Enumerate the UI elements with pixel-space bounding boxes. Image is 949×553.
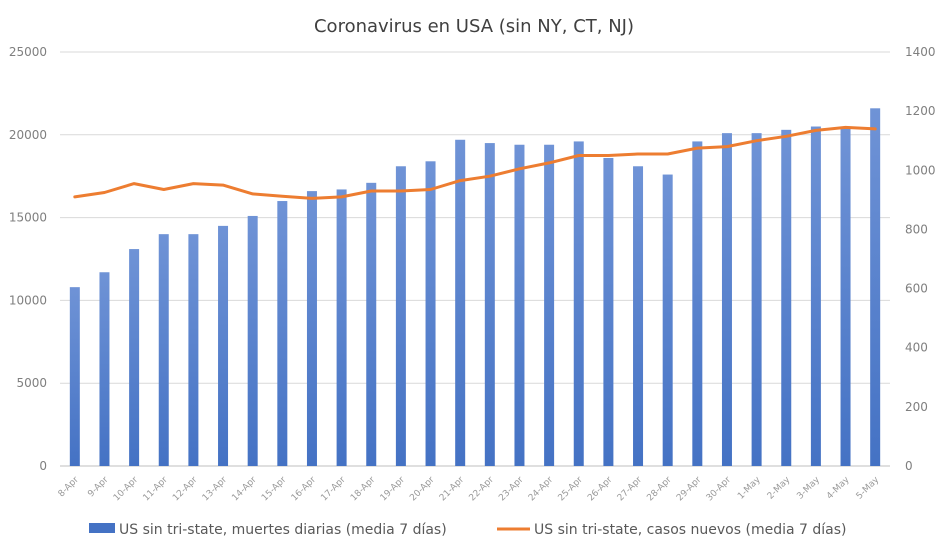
bar-11-Apr bbox=[158, 234, 169, 466]
right-tick-label: 1000 bbox=[905, 163, 936, 177]
bar-3-May bbox=[810, 126, 821, 467]
legend: US sin tri-state, muertes diarias (media… bbox=[89, 522, 846, 538]
right-tick-label: 200 bbox=[905, 400, 928, 414]
x-tick-label: 5-May bbox=[855, 475, 882, 502]
bar-16-Apr bbox=[306, 191, 317, 466]
legend-line-label: US sin tri-state, casos nuevos (media 7 … bbox=[534, 522, 846, 538]
x-tick-label: 14-Apr bbox=[230, 475, 259, 504]
bar-23-Apr bbox=[514, 144, 525, 466]
line-series bbox=[73, 125, 877, 200]
right-tick-label: 800 bbox=[905, 222, 928, 236]
bar-15-Apr bbox=[277, 201, 288, 467]
x-tick-label: 27-Apr bbox=[616, 475, 645, 504]
left-tick-label: 5000 bbox=[16, 376, 47, 390]
bar-1-May bbox=[751, 133, 762, 467]
bar-26-Apr bbox=[603, 157, 614, 466]
x-tick-label: 30-Apr bbox=[705, 475, 734, 504]
bar-18-Apr bbox=[366, 182, 377, 466]
bar-4-May bbox=[840, 128, 851, 466]
x-tick-label: 1-May bbox=[736, 475, 763, 502]
x-tick-label: 18-Apr bbox=[349, 475, 378, 504]
left-axis-ticks: 0 5000 10000 15000 20000 25000 bbox=[9, 45, 47, 473]
bar-5-May bbox=[870, 108, 881, 466]
x-tick-label: 12-Apr bbox=[171, 475, 200, 504]
x-tick-label: 21-Apr bbox=[438, 475, 467, 504]
x-tick-label: 2-May bbox=[766, 475, 793, 502]
bar-series bbox=[69, 108, 881, 467]
x-tick-label: 8-Apr bbox=[57, 475, 81, 499]
left-tick-label: 25000 bbox=[9, 45, 47, 59]
right-tick-label: 1200 bbox=[905, 104, 936, 118]
right-tick-label: 0 bbox=[905, 459, 913, 473]
bar-9-Apr bbox=[99, 272, 110, 466]
bar-21-Apr bbox=[455, 139, 466, 466]
bar-13-Apr bbox=[218, 225, 229, 466]
x-tick-label: 15-Apr bbox=[260, 475, 289, 504]
x-tick-label: 17-Apr bbox=[319, 475, 348, 504]
x-tick-label: 19-Apr bbox=[379, 475, 408, 504]
x-tick-label: 13-Apr bbox=[201, 475, 230, 504]
right-tick-label: 1400 bbox=[905, 45, 936, 59]
x-tick-label: 4-May bbox=[825, 475, 852, 502]
bar-2-May bbox=[781, 129, 792, 466]
x-tick-label: 3-May bbox=[795, 475, 822, 502]
x-tick-label: 28-Apr bbox=[645, 475, 674, 504]
x-axis-ticks: 8-Apr 9-Apr 10-Apr 11-Apr 12-Apr 13-Apr 14-Apr… bbox=[57, 475, 882, 504]
bar-17-Apr bbox=[336, 189, 347, 466]
bar-25-Apr bbox=[573, 141, 584, 466]
gridlines bbox=[60, 51, 890, 467]
right-tick-label: 400 bbox=[905, 341, 928, 355]
bar-24-Apr bbox=[544, 144, 555, 466]
bar-28-Apr bbox=[662, 174, 673, 466]
bar-30-Apr bbox=[721, 133, 732, 467]
bar-8-Apr bbox=[69, 287, 80, 466]
x-tick-label: 24-Apr bbox=[527, 475, 556, 504]
x-tick-label: 26-Apr bbox=[586, 475, 615, 504]
left-tick-label: 10000 bbox=[9, 293, 47, 307]
right-axis-ticks: 0 200 400 600 800 1000 1200 1400 bbox=[905, 45, 936, 473]
bar-29-Apr bbox=[692, 141, 703, 466]
bar-14-Apr bbox=[247, 215, 258, 466]
x-tick-label: 22-Apr bbox=[468, 475, 497, 504]
legend-bar-swatch bbox=[89, 523, 115, 533]
x-tick-label: 23-Apr bbox=[497, 475, 526, 504]
x-tick-label: 9-Apr bbox=[86, 475, 110, 499]
bar-12-Apr bbox=[188, 234, 199, 466]
x-tick-label: 16-Apr bbox=[290, 475, 319, 504]
legend-bar-label: US sin tri-state, muertes diarias (media… bbox=[119, 522, 447, 538]
x-tick-label: 25-Apr bbox=[557, 475, 586, 504]
bar-22-Apr bbox=[484, 143, 495, 466]
left-tick-label: 20000 bbox=[9, 128, 47, 142]
left-tick-label: 0 bbox=[39, 459, 47, 473]
chart-title: Coronavirus en USA (sin NY, CT, NJ) bbox=[314, 16, 634, 37]
bar-10-Apr bbox=[129, 249, 140, 466]
right-tick-label: 600 bbox=[905, 282, 928, 296]
x-tick-label: 11-Apr bbox=[142, 475, 171, 504]
bar-19-Apr bbox=[395, 166, 406, 466]
bar-27-Apr bbox=[633, 166, 644, 466]
x-tick-label: 29-Apr bbox=[675, 475, 704, 504]
bar-20-Apr bbox=[425, 161, 436, 466]
x-tick-label: 20-Apr bbox=[408, 475, 437, 504]
line-casos-nuevos bbox=[73, 125, 877, 200]
x-tick-label: 10-Apr bbox=[112, 475, 141, 504]
left-tick-label: 15000 bbox=[9, 211, 47, 225]
